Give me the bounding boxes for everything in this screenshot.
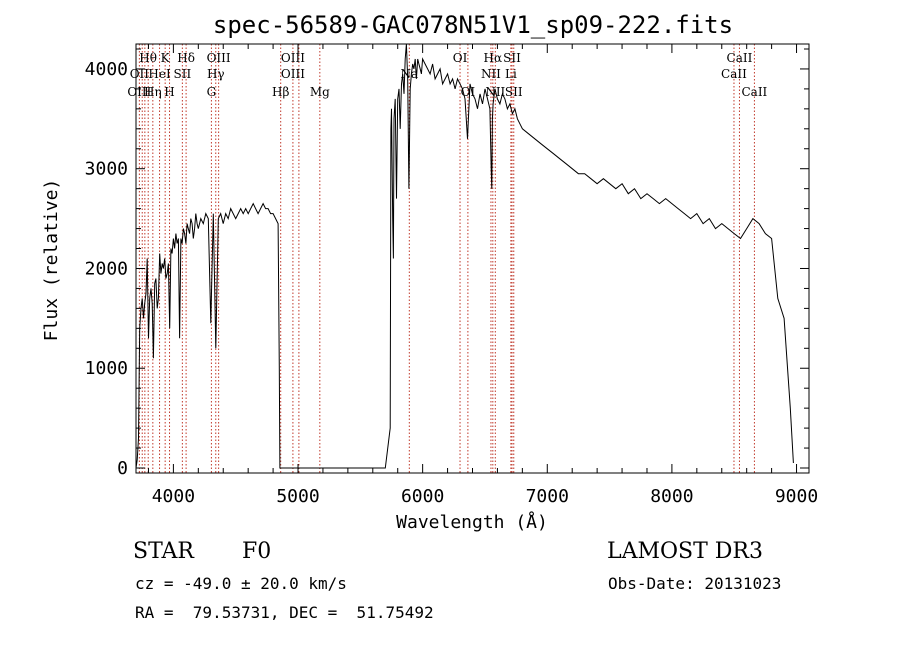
line-label: CaII <box>727 51 753 65</box>
y-tick-label: 2000 <box>85 258 128 279</box>
line-label: Hδ <box>177 51 195 65</box>
line-label: Hβ <box>272 85 289 99</box>
y-tick-label: 4000 <box>85 59 128 80</box>
y-axis-label: Flux (relative) <box>41 179 62 342</box>
x-tick-label: 7000 <box>526 486 569 507</box>
line-label: Hγ <box>207 67 225 81</box>
line-label: Hη <box>144 85 162 99</box>
line-label: Mg <box>310 85 330 99</box>
spectrum-line <box>135 43 794 469</box>
line-label: OI <box>453 51 468 65</box>
line-label: OIII <box>127 85 151 99</box>
line-label: K <box>161 51 171 65</box>
x-axis: 4000 5000 6000 7000 8000 9000 <box>147 44 818 507</box>
line-label: NII <box>481 67 501 81</box>
x-tick-label: 5000 <box>276 486 319 507</box>
redshift-text: cz = -49.0 ± 20.0 km/s <box>135 574 347 593</box>
line-label: SII <box>174 67 192 81</box>
obs-date-text: Obs-Date: 20131023 <box>608 574 782 593</box>
plot-frame <box>135 43 810 474</box>
line-label: OIII <box>281 51 305 65</box>
chart-title: spec-56589-GAC078N51V1_sp09-222.fits <box>213 11 733 39</box>
line-label: OIII <box>207 51 231 65</box>
x-tick-label: 6000 <box>401 486 444 507</box>
line-label: HeI <box>148 67 171 81</box>
coordinates-text: RA = 79.53731, DEC = 51.75492 <box>135 603 434 622</box>
x-axis-label: Wavelength (Å) <box>396 511 548 533</box>
line-label: Hθ <box>139 51 157 65</box>
line-label: OII <box>130 67 150 81</box>
x-tick-label: 9000 <box>775 486 818 507</box>
line-label: SII <box>503 51 521 65</box>
y-tick-label: 3000 <box>85 159 128 180</box>
line-label: SII <box>505 85 523 99</box>
object-subclass: F0 <box>242 539 272 564</box>
y-tick-label: 1000 <box>85 358 128 379</box>
line-label: G <box>207 85 217 99</box>
line-label: H <box>164 85 174 99</box>
line-label: CaII <box>741 85 767 99</box>
line-label: Li <box>505 67 517 81</box>
y-tick-label: 0 <box>117 458 128 479</box>
spectrum-chart: spec-56589-GAC078N51V1_sp09-222.fits Hθ K… <box>41 11 818 533</box>
object-class: STAR <box>133 539 194 564</box>
x-tick-label: 8000 <box>650 486 693 507</box>
line-label: OIII <box>281 67 305 81</box>
survey-name: LAMOST DR3 <box>607 539 763 564</box>
line-markers <box>138 44 755 473</box>
line-label: CaII <box>721 67 747 81</box>
x-tick-label: 4000 <box>152 486 195 507</box>
y-axis: 0 1000 2000 3000 4000 <box>85 48 809 479</box>
line-label: Hα <box>484 51 503 65</box>
